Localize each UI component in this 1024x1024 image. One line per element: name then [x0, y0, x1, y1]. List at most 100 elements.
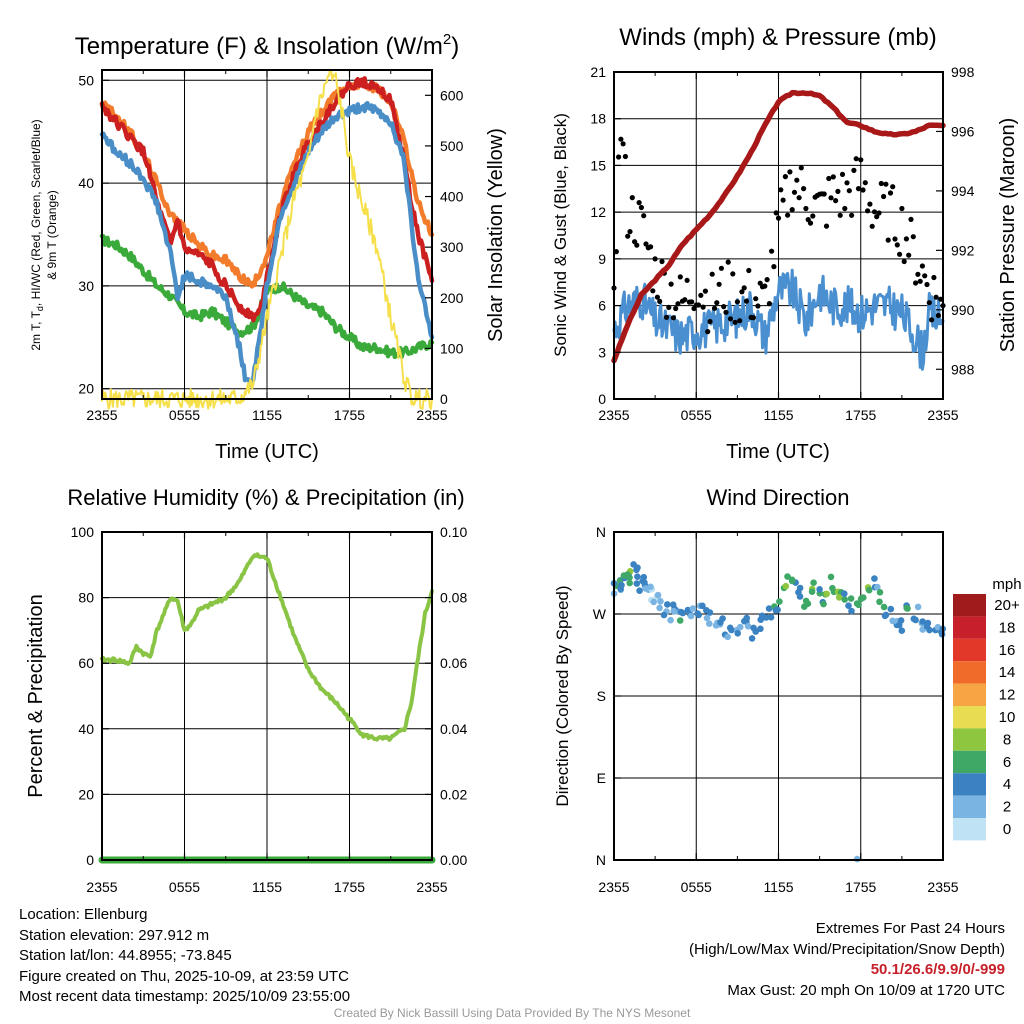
wind-direction-point — [914, 603, 922, 611]
gust-point — [803, 205, 809, 212]
legend-label: 12 — [999, 687, 1016, 704]
sonic-wind-line — [612, 268, 945, 371]
gust-point — [929, 317, 935, 323]
wind-direction-point — [820, 600, 827, 608]
gust-point — [885, 237, 891, 243]
y-tick-label: N — [596, 524, 606, 540]
wind-direction-point — [835, 594, 843, 601]
legend-label: 20+ — [994, 597, 1020, 614]
wind-direction-point — [654, 591, 662, 599]
wind-xlabel: Time (UTC) — [726, 441, 830, 463]
gust-point — [835, 188, 841, 194]
gust-point — [913, 280, 919, 286]
gust-point — [643, 241, 649, 247]
legend-label: 0 — [1003, 821, 1011, 838]
legend-swatch — [953, 638, 986, 662]
solar-insolation-line — [101, 68, 433, 410]
wind-direction-point — [670, 607, 677, 615]
gust-point — [648, 244, 654, 250]
gust-point — [673, 305, 679, 312]
y-tick-label: 994 — [951, 183, 975, 199]
legend-swatch — [953, 661, 986, 684]
gust-point — [839, 171, 846, 177]
wind-direction-point — [642, 585, 649, 592]
wind-direction-point — [874, 583, 881, 591]
legend-label: 4 — [1003, 776, 1011, 793]
wind-direction-point — [774, 606, 781, 614]
x-tick-label: 1155 — [252, 879, 282, 895]
temp-panel: Temperature (F) & Insolation (W/m2) 50 40… — [29, 31, 507, 463]
x-tick-label: 2355 — [86, 879, 117, 895]
gust-point — [851, 167, 857, 173]
wind-direction-point — [703, 614, 711, 622]
wind-direction-point — [626, 579, 633, 587]
gust-point — [869, 223, 875, 229]
wind-direction-point — [624, 571, 631, 578]
extremes-title: Extremes For Past 24 Hours — [815, 920, 1005, 937]
gust-point — [826, 175, 832, 182]
gust-point — [695, 302, 702, 308]
gust-point — [858, 157, 864, 163]
gust-point — [638, 204, 645, 211]
legend-swatch — [953, 818, 986, 841]
extremes-subtitle: (High/Low/Max Wind/Precipitation/Snow De… — [689, 940, 1005, 958]
y-tick-label: 50 — [78, 72, 94, 88]
wind-direction-point — [802, 597, 810, 605]
x-tick-label: 0555 — [681, 879, 712, 895]
gust-point — [641, 213, 647, 219]
wind-direction-point — [706, 620, 713, 627]
wind-direction-point — [650, 598, 657, 606]
wind-direction-point — [634, 573, 641, 580]
y-tick-label: 0.00 — [440, 852, 467, 868]
temp-yticks: 50 40 30 20 — [78, 72, 109, 397]
station-info: Location: Ellenburg Station elevation: 2… — [19, 905, 350, 1008]
gust-point — [750, 315, 757, 321]
gust-point — [881, 193, 887, 200]
relative-humidity-line — [100, 552, 434, 742]
gust-point — [682, 297, 688, 303]
y-tick-label: 20 — [78, 381, 94, 397]
y-tick-label: 988 — [951, 361, 975, 377]
gust-point — [906, 252, 912, 258]
gust-point — [917, 278, 923, 284]
wind-direction-point — [743, 614, 750, 622]
legend-label: 10 — [999, 709, 1016, 726]
temp-y2ticks: 600 500 400 300 200 100 0 — [425, 87, 464, 407]
rh-ylabel: Percent & Precipitation — [25, 594, 47, 797]
wind-direction-point — [762, 614, 770, 621]
gust-point — [654, 294, 661, 300]
gust-point — [837, 212, 843, 218]
wind-direction-point — [660, 611, 668, 619]
gust-point — [855, 186, 862, 192]
gust-point — [652, 256, 658, 262]
rh-xticks: 2355 0555 1155 1755 2355 — [86, 532, 448, 895]
gust-point — [714, 300, 720, 306]
wind-direction-point — [656, 604, 663, 612]
gust-point — [625, 233, 631, 239]
gust-point — [810, 213, 816, 219]
legend-label: 8 — [1003, 731, 1011, 748]
gust-point — [897, 251, 903, 257]
x-tick-label: 0555 — [169, 879, 200, 895]
y-tick-label: 500 — [440, 138, 464, 154]
gust-point — [871, 209, 878, 215]
gust-point — [705, 329, 711, 335]
wind-direction-point — [808, 588, 816, 595]
rh-yticks: 100 80 60 40 20 0 — [71, 524, 109, 868]
y-tick-label: 400 — [440, 189, 464, 205]
wind-direction-point — [816, 586, 823, 593]
gust-point — [666, 304, 672, 310]
legend-swatch — [953, 728, 986, 751]
gust-point — [794, 177, 800, 183]
gust-point — [878, 180, 884, 187]
gust-point — [935, 312, 942, 319]
gust-point — [787, 169, 793, 175]
x-tick-label: 2355 — [598, 407, 629, 423]
x-tick-label: 1755 — [334, 407, 365, 423]
recent-timestamp: Most recent data timestamp: 2025/10/09 2… — [19, 988, 351, 1005]
gust-point — [762, 283, 768, 289]
gust-point — [711, 305, 718, 311]
legend-swatch — [953, 750, 986, 774]
gust-point — [796, 195, 802, 201]
